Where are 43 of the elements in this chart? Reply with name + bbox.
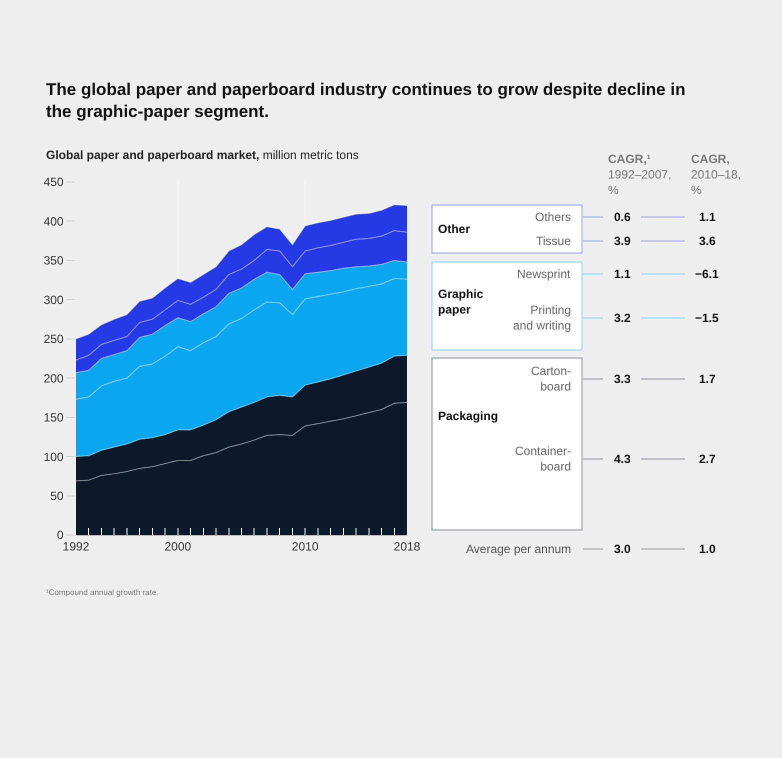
text: Packaging <box>438 409 498 423</box>
text: 3.6 <box>699 234 716 248</box>
text: 3.3 <box>614 372 632 386</box>
text: 2.7 <box>699 452 716 466</box>
y-tick-label: 450 <box>44 175 64 190</box>
y-tick-label: 250 <box>44 332 64 346</box>
text: 1.0 <box>699 542 716 556</box>
y-tick-label: 200 <box>44 371 64 386</box>
x-tick-label: 2000 <box>164 539 192 554</box>
x-tick-label: 2010 <box>292 539 319 554</box>
y-tick-label: 0 <box>56 528 64 542</box>
text: 4.3 <box>614 452 632 466</box>
x-tick-label: 1992 <box>62 539 90 554</box>
text: 3.0 <box>614 542 632 556</box>
y-axis-title: Global paper and paperboard market, million metric tons <box>46 148 359 162</box>
text: Other <box>438 222 470 236</box>
y-tick-label: 400 <box>44 214 64 228</box>
y-tick-label: 350 <box>44 254 64 268</box>
x-tick-label: 2018 <box>394 539 421 554</box>
text: 0.6 <box>614 210 632 224</box>
text: Tissue <box>536 234 572 248</box>
text: 1.1 <box>614 267 632 281</box>
text: Others <box>535 210 572 224</box>
text: Newsprint <box>517 267 572 281</box>
y-tick-label: 150 <box>44 410 64 425</box>
text: Printing and writing <box>513 303 572 333</box>
text: 3.9 <box>614 234 632 248</box>
text: CAGR,¹ 1992–2007, % <box>608 152 672 198</box>
y-tick-label: 50 <box>50 488 64 503</box>
y-tick-label: 300 <box>44 292 64 307</box>
text: Carton- board <box>531 364 572 394</box>
chart-title: The global paper and paperboard industry continues to grow despite decline in the graphic-paper segment. <box>46 80 686 122</box>
text: Container- board <box>515 444 572 474</box>
text: ¹Compound annual growth rate. <box>46 588 159 597</box>
text: 1.1 <box>699 210 716 224</box>
text: 1.7 <box>699 372 716 386</box>
y-tick-label: 100 <box>44 450 64 464</box>
text: Average per annum <box>466 542 572 556</box>
text: CAGR, 2010–18, % <box>691 152 742 198</box>
text: Graphic paper <box>438 287 484 317</box>
text: 3.2 <box>614 311 632 325</box>
text: −1.5 <box>695 311 720 325</box>
text: −6.1 <box>695 267 720 281</box>
